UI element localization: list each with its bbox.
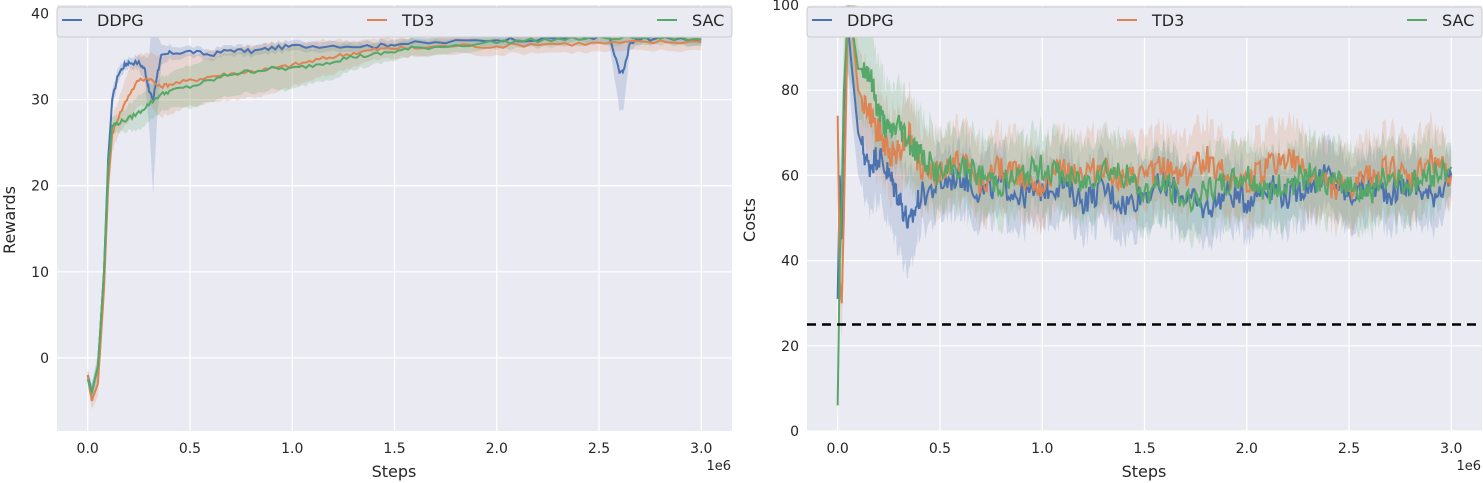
x-tick-label: 0.5 <box>179 441 201 457</box>
x-tick-label: 3.0 <box>1440 441 1462 457</box>
y-tick-label: 20 <box>31 179 49 195</box>
x-tick-label: 0.0 <box>77 441 99 457</box>
x-tick-label: 0.5 <box>929 441 951 457</box>
x-tick-label: 2.0 <box>1236 441 1258 457</box>
legend-box <box>806 6 1483 38</box>
x-tick-label: 2.5 <box>1338 441 1360 457</box>
legend: DDPG TD3 SAC <box>806 6 1483 38</box>
x-tick-label: 0.0 <box>827 441 849 457</box>
y-axis-label: Costs <box>740 198 759 242</box>
x-tick-label: 2.0 <box>486 441 508 457</box>
y-tick-label: 60 <box>781 168 799 184</box>
legend-label-sac: SAC <box>1442 11 1474 30</box>
legend-box <box>56 6 733 38</box>
y-tick-label: 40 <box>781 254 799 270</box>
band-ddpg <box>837 5 1452 316</box>
legend-label-td3: TD3 <box>1151 11 1184 30</box>
y-tick-label: 30 <box>31 93 49 109</box>
series-line-sac <box>836 13 1453 406</box>
legend-label-ddpg: DDPG <box>847 11 894 30</box>
band-td3 <box>87 31 702 410</box>
series-line-ddpg <box>836 26 1453 299</box>
y-tick-label: 100 <box>772 0 799 14</box>
y-tick-label: 20 <box>781 339 799 355</box>
x-offset-label: 1e6 <box>706 459 731 474</box>
legend-label-td3: TD3 <box>401 11 434 30</box>
x-axis-label: Steps <box>372 462 417 481</box>
x-tick-label: 2.5 <box>588 441 610 457</box>
y-tick-label: 0 <box>790 424 799 440</box>
x-tick-label: 1.5 <box>383 441 405 457</box>
x-tick-label: 1.0 <box>1031 441 1053 457</box>
band-sac <box>837 5 1452 427</box>
legend-label-ddpg: DDPG <box>97 11 144 30</box>
y-tick-label: 0 <box>40 351 49 367</box>
band-ddpg <box>87 5 702 401</box>
x-tick-label: 3.0 <box>690 441 712 457</box>
series-line-sac <box>86 34 702 397</box>
y-axis-label: Rewards <box>0 186 19 254</box>
x-axis-label: Steps <box>1122 462 1167 481</box>
costs-chart: 0 20 40 60 80 100 0.0 0.5 1.0 1.5 2.0 2.5 3.0 Steps… <box>740 0 1483 481</box>
x-tick-label: 1.5 <box>1133 441 1155 457</box>
legend-label-sac: SAC <box>692 11 724 30</box>
y-tick-label: 40 <box>31 7 49 23</box>
x-offset-label: 1e6 <box>1456 459 1481 474</box>
rewards-chart: 0 10 20 30 40 0.0 0.5 1.0 1.5 2.0 2.5 3.0 Steps Re… <box>0 5 733 481</box>
legend: DDPG TD3 SAC <box>56 6 733 38</box>
y-tick-label: 80 <box>781 83 799 99</box>
x-tick-label: 1.0 <box>281 441 303 457</box>
y-tick-label: 10 <box>31 265 49 281</box>
